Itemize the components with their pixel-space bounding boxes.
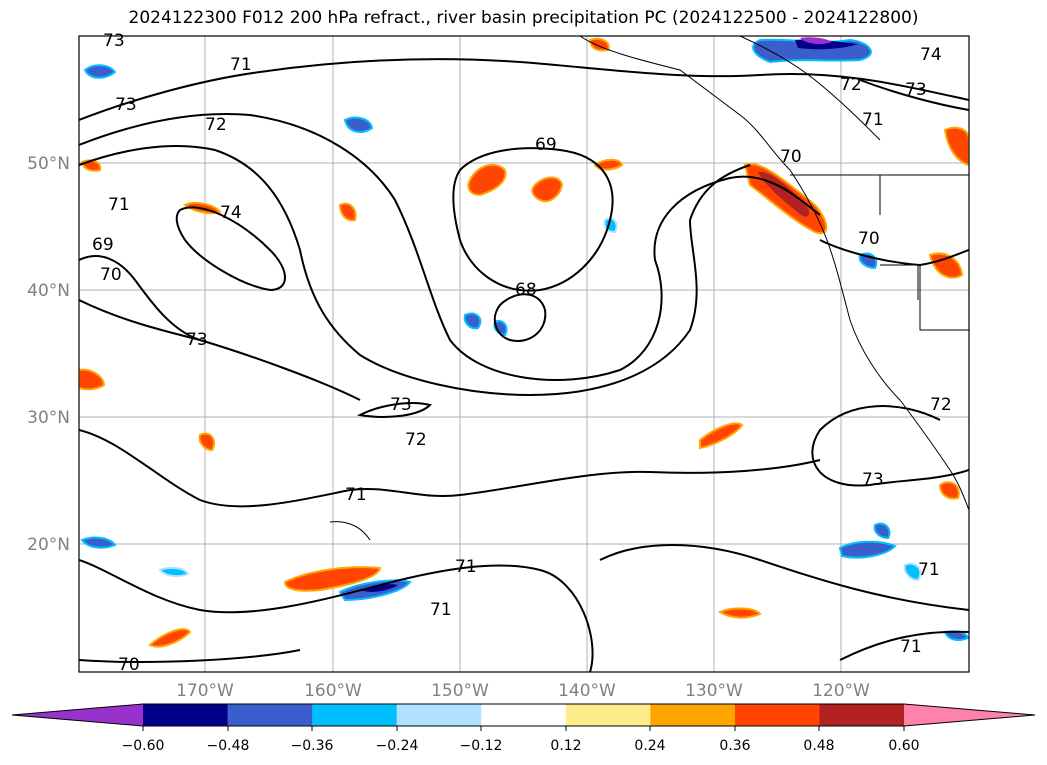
colorbar-extend-max — [904, 704, 1035, 726]
lon-label: 150°W — [431, 681, 489, 701]
contour-label: 70 — [858, 229, 880, 249]
colorbar-tick-label: 0.48 — [803, 738, 834, 754]
colorbar-tick-label: −0.48 — [207, 738, 250, 754]
colorbar-tick-label: 0.24 — [634, 738, 665, 754]
contour-label: 72 — [205, 115, 227, 135]
contour-label: 69 — [92, 235, 114, 255]
colorbar-ticks: −0.60 −0.48 −0.36 −0.24 −0.12 0.12 0.24 … — [122, 726, 920, 754]
lat-label: 50°N — [27, 154, 70, 174]
colorbar-tick-label: −0.12 — [460, 738, 503, 754]
contour-label: 71 — [430, 600, 452, 620]
contour-label: 71 — [345, 485, 367, 505]
colorbar: −0.60 −0.48 −0.36 −0.24 −0.12 0.12 0.24 … — [11, 703, 1036, 754]
graticule — [79, 36, 969, 672]
lon-label: 130°W — [685, 681, 743, 701]
contour-label: 73 — [390, 395, 412, 415]
political-borders — [790, 174, 969, 331]
contour-label: 74 — [920, 45, 942, 65]
contour-label: 71 — [862, 110, 884, 130]
precip-anomaly-fill — [79, 37, 969, 648]
longitude-labels: 170°W 160°W 150°W 140°W 130°W 120°W — [176, 681, 870, 701]
colorbar-segment — [565, 704, 651, 726]
colorbar-segment — [481, 704, 567, 726]
colorbar-tick-label: −0.24 — [376, 738, 419, 754]
contour-label: 71 — [918, 560, 940, 580]
contour-label: 70 — [780, 147, 802, 167]
colorbar-tick-label: 0.36 — [719, 738, 750, 754]
contour-label: 69 — [535, 135, 557, 155]
contour-label: 71 — [900, 637, 922, 657]
map-frame — [78, 35, 970, 673]
colorbar-segment — [734, 704, 820, 726]
colorbar-segment — [819, 704, 905, 726]
contour-label: 73 — [103, 31, 125, 51]
contour-label: 71 — [455, 557, 477, 577]
colorbar-segment — [227, 704, 313, 726]
lat-label: 40°N — [27, 281, 70, 301]
latitude-labels: 50°N 40°N 30°N 20°N — [27, 154, 70, 555]
lon-label: 120°W — [812, 681, 870, 701]
colorbar-segment — [143, 704, 229, 726]
coastline — [329, 36, 969, 541]
contour-label: 73 — [862, 470, 884, 490]
contour-label-group: 73 71 73 72 69 74 73 72 71 70 70 71 69 7… — [92, 31, 952, 675]
contour-label: 71 — [108, 195, 130, 215]
colorbar-segment — [312, 704, 398, 726]
contour-label: 71 — [230, 55, 252, 75]
refractivity-contours — [79, 58, 969, 672]
contour-label: 68 — [515, 280, 537, 300]
lat-label: 20°N — [27, 535, 70, 555]
contour-label: 73 — [905, 80, 927, 100]
colorbar-tick-label: −0.60 — [122, 738, 165, 754]
contour-label: 72 — [840, 75, 862, 95]
colorbar-segment — [396, 704, 482, 726]
colorbar-tick-label: 0.60 — [888, 738, 919, 754]
contour-label: 70 — [100, 265, 122, 285]
contour-label: 73 — [115, 95, 137, 115]
lon-label: 170°W — [176, 681, 234, 701]
contour-label: 72 — [930, 395, 952, 415]
colorbar-segment — [650, 704, 736, 726]
colorbar-extend-min — [12, 704, 143, 726]
map-title: 2024122300 F012 200 hPa refract., river … — [128, 8, 919, 28]
colorbar-segments — [143, 704, 905, 726]
lat-label: 30°N — [27, 408, 70, 428]
contour-label: 74 — [220, 203, 242, 223]
contour-label: 73 — [186, 330, 208, 350]
lon-label: 160°W — [304, 681, 362, 701]
contour-label: 70 — [118, 655, 140, 675]
lon-label: 140°W — [558, 681, 616, 701]
contour-label: 72 — [405, 430, 427, 450]
colorbar-tick-label: −0.36 — [291, 738, 334, 754]
colorbar-tick-label: 0.12 — [550, 738, 581, 754]
